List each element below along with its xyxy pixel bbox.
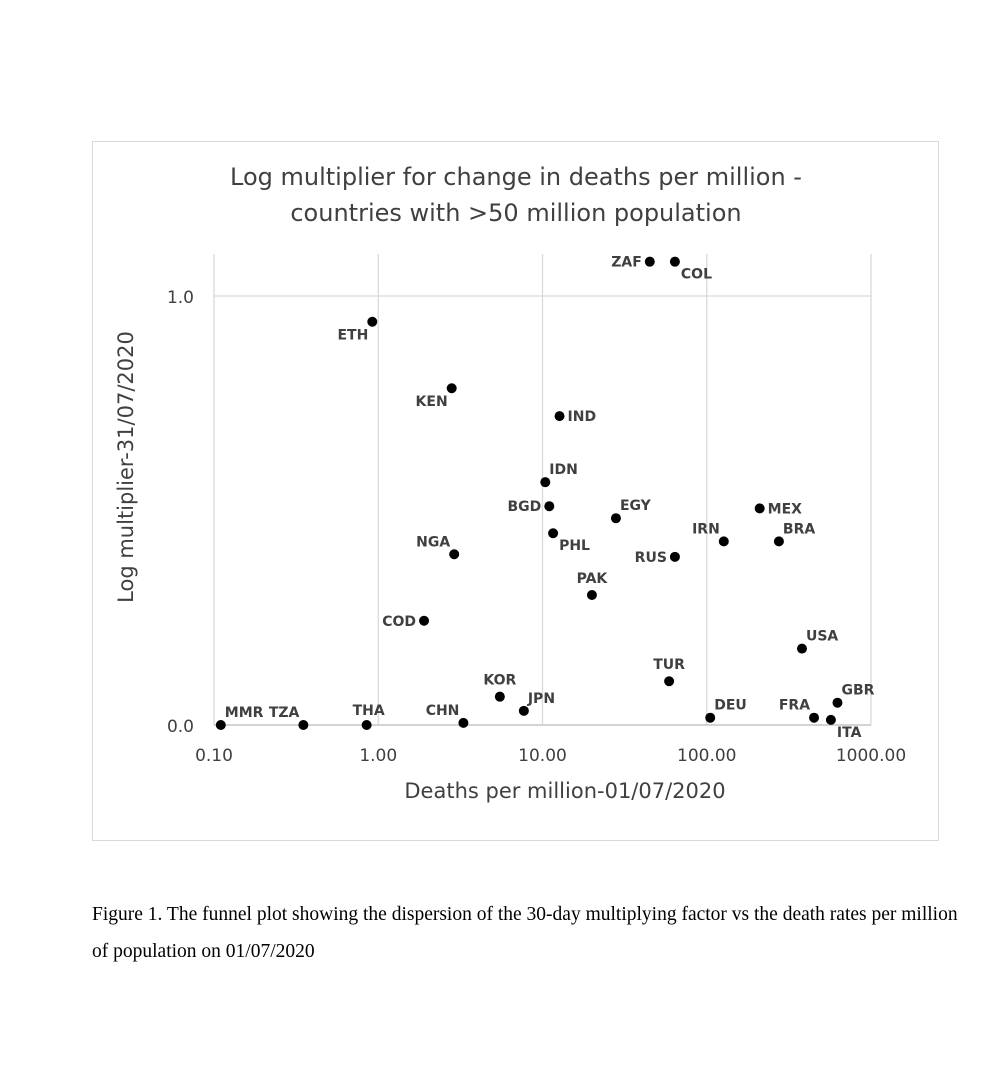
y-axis-title: Log multiplier-31/07/2020 [114, 331, 138, 603]
data-label-cod: COD [382, 614, 416, 630]
x-axis-title: Deaths per million-01/07/2020 [404, 779, 725, 803]
data-label-tha: THA [353, 703, 385, 719]
data-point-zaf [644, 256, 655, 267]
data-label-ind: IND [568, 409, 597, 425]
data-point-mmr [215, 720, 226, 730]
data-point-pak [586, 590, 597, 601]
data-label-irn: IRN [692, 521, 720, 537]
data-point-rus [669, 551, 680, 562]
data-point-fra [809, 712, 820, 723]
data-point-irn [718, 536, 729, 547]
data-label-eth: ETH [337, 328, 368, 344]
data-label-kor: KOR [483, 673, 516, 689]
data-point-deu [705, 712, 716, 723]
data-point-eth [367, 316, 378, 327]
data-point-gbr [832, 697, 843, 708]
data-point-ind [554, 411, 565, 422]
data-label-egy: EGY [620, 498, 652, 514]
data-label-ita: ITA [837, 725, 862, 741]
data-point-bra [773, 536, 784, 547]
figure-caption: Figure 1. The funnel plot showing the di… [92, 904, 958, 962]
data-point-tza [298, 720, 309, 730]
data-point-kor [494, 691, 505, 702]
data-label-mmr: MMR [225, 705, 264, 721]
chart-title-line-1: Log multiplier for change in deaths per … [230, 163, 802, 191]
data-label-nga: NGA [416, 534, 450, 550]
x-tick-label: 100.00 [677, 746, 736, 766]
data-label-fra: FRA [779, 698, 810, 714]
data-point-ken [446, 383, 457, 394]
data-label-zaf: ZAF [611, 255, 642, 271]
data-label-mex: MEX [768, 501, 802, 517]
data-label-rus: RUS [635, 550, 667, 566]
data-point-phl [548, 528, 559, 539]
data-label-ken: KEN [416, 394, 448, 410]
x-tick-label: 10.00 [518, 746, 567, 766]
gridlines [213, 254, 872, 726]
data-label-bgd: BGD [508, 499, 542, 515]
data-point-cod [419, 615, 430, 626]
data-point-chn [458, 717, 469, 728]
data-label-pak: PAK [577, 571, 609, 587]
y-tick-label: 0.0 [167, 717, 194, 737]
data-label-bra: BRA [783, 521, 815, 537]
data-point-mex [754, 503, 765, 514]
data-label-gbr: GBR [841, 683, 874, 699]
scatter-chart: Log multiplier for change in deaths per … [114, 163, 906, 803]
data-points: MMR TZA THA ETH COD KEN NGA CHN KOR JPN IDN BGD PHL I… [215, 255, 875, 741]
data-label-deu: DEU [714, 698, 747, 714]
data-label-tza: TZA [269, 705, 300, 721]
data-point-nga [449, 549, 460, 560]
data-label-chn: CHN [426, 703, 460, 719]
data-point-usa [796, 643, 807, 654]
data-label-tur: TUR [653, 657, 685, 673]
x-tick-label: 1.00 [359, 746, 397, 766]
chart-frame: Log multiplier for change in deaths per … [92, 141, 939, 841]
x-tick-label: 0.10 [195, 746, 233, 766]
data-label-usa: USA [806, 629, 838, 645]
data-point-bgd [544, 501, 555, 512]
chart-title-line-2: countries with >50 million population [290, 199, 741, 227]
data-label-idn: IDN [549, 462, 578, 478]
tick-labels: 0.10 1.00 10.00 100.00 1000.00 0.0 1.0 [167, 288, 906, 766]
data-point-tur [664, 676, 675, 687]
data-point-ita [825, 714, 836, 725]
data-point-idn [540, 477, 551, 488]
y-tick-label: 1.0 [167, 288, 194, 308]
x-tick-label: 1000.00 [836, 746, 906, 766]
data-label-col: COL [681, 267, 712, 283]
data-label-phl: PHL [559, 538, 590, 554]
data-point-jpn [518, 705, 529, 716]
data-point-col [669, 256, 680, 267]
data-point-egy [610, 513, 621, 524]
data-label-jpn: JPN [527, 691, 555, 707]
data-point-tha [361, 720, 372, 730]
